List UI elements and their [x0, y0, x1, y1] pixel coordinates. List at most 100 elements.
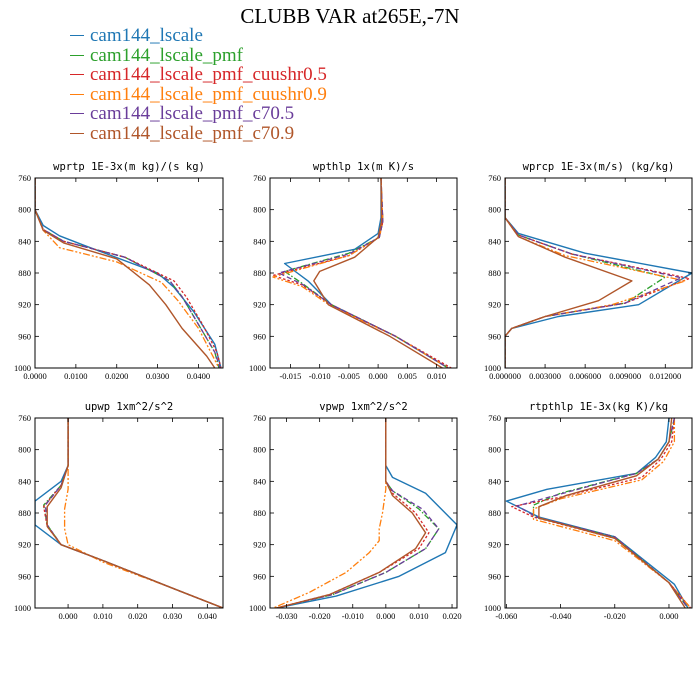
y-tick-label: 880: [18, 268, 31, 278]
y-tick-label: 800: [488, 205, 501, 215]
x-tick-label: 0.0300: [146, 371, 169, 381]
series-line: [278, 178, 449, 368]
x-tick-label: 0.006000: [569, 371, 601, 381]
series-line: [35, 178, 222, 368]
x-tick-label: 0.000: [376, 611, 395, 621]
x-tick-label: 0.000: [59, 611, 78, 621]
legend-item: cam144_lscale_pmf: [70, 46, 327, 66]
y-tick-label: 1000: [484, 603, 501, 613]
y-tick-label: 760: [488, 173, 501, 183]
x-tick-label: 0.000: [659, 611, 678, 621]
x-tick-label: 0.0100: [64, 371, 87, 381]
x-tick-label: 0.0200: [105, 371, 128, 381]
series-line: [276, 418, 427, 608]
x-tick-label: -0.040: [550, 611, 572, 621]
x-tick-label: 0.009000: [609, 371, 641, 381]
legend-line-icon: [70, 54, 84, 56]
panel-title: upwp 1xm^2/s^2: [85, 401, 174, 413]
x-tick-label: 0.012000: [649, 371, 681, 381]
series-line: [313, 178, 443, 368]
y-tick-label: 920: [253, 300, 266, 310]
y-tick-label: 1000: [249, 603, 266, 613]
y-tick-label: 760: [18, 413, 31, 423]
legend-label: cam144_lscale_pmf_c70.5: [90, 103, 295, 125]
y-tick-label: 960: [253, 571, 266, 581]
panel-2: wpthlp 1x(m K)/s 760 800 840 880 920 960 1000 -0…: [249, 161, 458, 381]
series-line: [276, 418, 457, 608]
plot-frame: [34, 177, 224, 369]
x-tick-label: 0.020: [442, 611, 461, 621]
x-tick-label: 0.010: [427, 371, 446, 381]
y-tick-label: 880: [488, 508, 501, 518]
x-tick-label: 0.000000: [489, 371, 521, 381]
panel-5: vpwp 1xm^2/s^2 760 800 840 880 920 960 1000 -0.0…: [249, 401, 462, 621]
x-tick-label: 0.040: [198, 611, 217, 621]
y-tick-label: 880: [488, 268, 501, 278]
series-line: [35, 178, 220, 368]
legend: cam144_lscale cam144_lscale_pmf cam144_l…: [70, 26, 327, 143]
x-tick-label: 0.020: [128, 611, 147, 621]
y-tick-label: 760: [488, 413, 501, 423]
y-tick-label: 840: [488, 236, 501, 246]
series-line: [44, 418, 223, 608]
panel-title: wprcp 1E-3x(m/s) (kg/kg): [523, 161, 675, 173]
series-line: [35, 178, 220, 368]
y-tick-label: 840: [253, 476, 266, 486]
y-tick-label: 1000: [14, 363, 31, 373]
y-tick-label: 960: [18, 331, 31, 341]
y-tick-label: 920: [253, 540, 266, 550]
series-line: [35, 178, 222, 368]
y-tick-label: 840: [18, 236, 31, 246]
series-line: [505, 178, 682, 368]
legend-line-icon: [70, 74, 84, 76]
y-tick-label: 920: [488, 540, 501, 550]
x-tick-label: -0.010: [309, 371, 331, 381]
series-line: [43, 418, 223, 608]
series-line: [283, 178, 449, 368]
y-tick-label: 760: [18, 173, 31, 183]
series-group: [505, 418, 692, 608]
series-line: [272, 178, 449, 368]
x-tick-label: 0.030: [163, 611, 182, 621]
y-tick-label: 800: [18, 205, 31, 215]
y-tick-label: 920: [488, 300, 501, 310]
x-tick-label: 0.0400: [187, 371, 210, 381]
series-line: [63, 418, 223, 608]
x-tick-label: 0.000: [369, 371, 388, 381]
legend-item: cam144_lscale_pmf_cuushr0.5: [70, 65, 327, 85]
panel-6: rtpthlp 1E-3x(kg K)/kg 760 800 840 880 920 960…: [484, 401, 693, 621]
x-tick-label: -0.010: [342, 611, 364, 621]
x-tick-label: 0.010: [93, 611, 112, 621]
y-tick-label: 960: [18, 571, 31, 581]
y-tick-label: 960: [488, 571, 501, 581]
series-line: [272, 178, 452, 368]
series-line: [276, 418, 440, 608]
x-tick-label: -0.015: [279, 371, 301, 381]
series-line: [46, 418, 223, 608]
x-tick-label: -0.020: [604, 611, 626, 621]
legend-label: cam144_lscale: [90, 25, 203, 47]
panel-title: vpwp 1xm^2/s^2: [319, 401, 408, 413]
y-tick-label: 1000: [484, 363, 501, 373]
panel-3: wprcp 1E-3x(m/s) (kg/kg) 760 800 840 880 920 9…: [484, 161, 693, 381]
panel-title: rtpthlp 1E-3x(kg K)/kg: [529, 401, 668, 413]
y-tick-label: 840: [488, 476, 501, 486]
panel-1: wprtp 1E-3x(m kg)/(s kg) 760 800 840 880 920 9…: [14, 161, 224, 381]
legend-line-icon: [70, 35, 84, 37]
y-tick-label: 840: [18, 476, 31, 486]
legend-line-icon: [70, 113, 84, 115]
x-tick-label: 0.010: [409, 611, 428, 621]
legend-item: cam144_lscale_pmf_cuushr0.9: [70, 85, 327, 105]
y-tick-label: 920: [18, 300, 31, 310]
series-line: [276, 418, 430, 608]
series-line: [35, 178, 216, 368]
x-tick-label: 0.005: [398, 371, 417, 381]
legend-label: cam144_lscale_pmf_cuushr0.5: [90, 64, 327, 86]
series-line: [43, 418, 223, 608]
series-line: [273, 418, 387, 608]
series-line: [538, 418, 686, 608]
y-tick-label: 880: [253, 508, 266, 518]
series-line: [35, 418, 223, 608]
series-group: [35, 418, 223, 608]
